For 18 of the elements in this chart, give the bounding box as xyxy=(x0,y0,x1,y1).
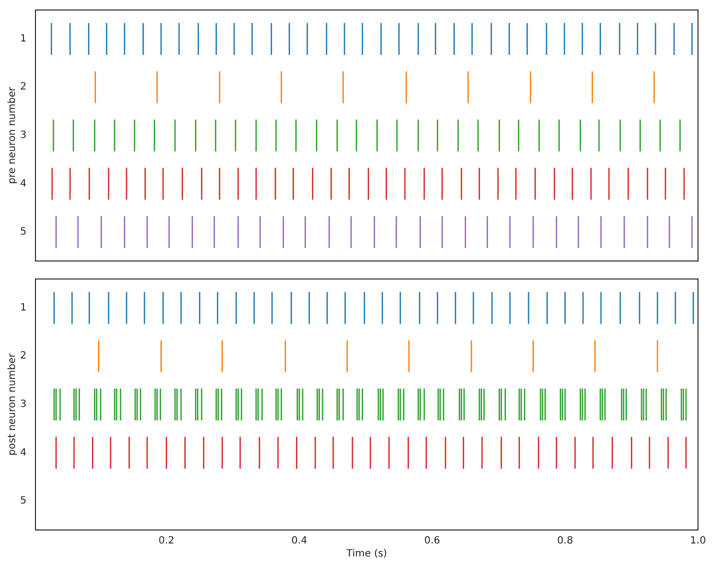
y-tick-label: 5 xyxy=(20,496,26,507)
y-tick-label: 1 xyxy=(20,302,26,314)
y-axis-title: pre neuron number xyxy=(7,86,18,184)
x-tick-label: 0.8 xyxy=(557,536,574,546)
x-axis-title: Time (s) xyxy=(345,548,388,560)
x-tick-label: 1.0 xyxy=(690,536,706,546)
y-tick-label: 3 xyxy=(20,399,26,410)
y-axis-title: post neuron number xyxy=(7,352,18,456)
y-tick-label: 2 xyxy=(20,350,26,362)
x-tick-label: 0.2 xyxy=(158,536,174,546)
y-tick-label: 3 xyxy=(20,130,26,141)
y-tick-label: 4 xyxy=(20,447,26,458)
x-tick-label: 0.6 xyxy=(424,536,440,546)
y-tick-label: 4 xyxy=(20,178,26,190)
y-tick-label: 1 xyxy=(20,33,26,44)
y-tick-label: 2 xyxy=(20,82,26,93)
x-tick-label: 0.4 xyxy=(291,536,308,546)
y-tick-label: 5 xyxy=(20,226,26,238)
